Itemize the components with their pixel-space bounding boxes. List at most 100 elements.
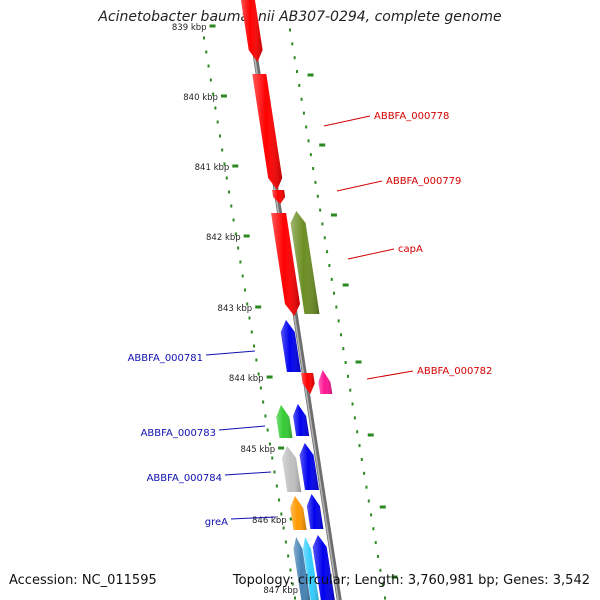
scale-dot — [271, 456, 274, 460]
scale-dot — [248, 316, 251, 320]
leader-line-abbfa-000778 — [323, 115, 371, 127]
scale-dot — [218, 134, 221, 138]
gene-arrow-abbfa-000779[interactable] — [272, 190, 286, 204]
scale-dot — [367, 499, 370, 503]
map-title: Acinetobacter baumannii AB307-0294, comp… — [98, 9, 502, 25]
scale-dot — [316, 194, 319, 198]
scale-dot — [337, 319, 340, 323]
scale-dot — [284, 540, 287, 544]
scale-dot — [237, 246, 240, 250]
scale-dot — [232, 218, 235, 222]
scale-dot — [360, 457, 363, 461]
gene-arrow-abbfa-000778[interactable] — [252, 74, 283, 190]
gene-arrow-abbfa-000782[interactable] — [318, 370, 333, 394]
leader-line-abbfa-000779 — [336, 180, 383, 192]
scale-dot — [216, 120, 219, 124]
scale-dot — [255, 358, 258, 362]
scale-dot — [293, 56, 296, 60]
scale-dot — [365, 485, 368, 489]
gene-arrow-forward[interactable] — [301, 373, 315, 394]
gene-arrow-abbfa-000783[interactable] — [276, 405, 293, 438]
scale-dot — [356, 430, 359, 434]
scale-dot — [379, 568, 382, 572]
gene-arrow-reverse[interactable] — [306, 494, 324, 529]
scale-dot — [280, 512, 283, 516]
scale-dot — [243, 288, 246, 292]
scale-dot — [228, 190, 231, 194]
scale-dot — [330, 277, 333, 281]
scale-dot — [278, 498, 281, 502]
scale-dot — [205, 50, 208, 54]
gene-label-capa[interactable]: capA — [398, 244, 423, 255]
scale-labels: 839 kbp 840 kbp 841 kbp 842 kbp 843 kbp 844 k… — [172, 23, 298, 596]
scale-dot — [203, 36, 205, 40]
scale-dot — [291, 42, 294, 46]
scale-dot — [344, 360, 347, 364]
scale-dot — [326, 250, 329, 254]
scale-dot — [323, 236, 326, 240]
scale-dot — [321, 222, 324, 226]
gene-label-abbfa-000781[interactable]: ABBFA_000781 — [128, 353, 203, 364]
scale-dot — [241, 274, 244, 278]
gene-arrow-abbfa-000781[interactable] — [280, 320, 301, 372]
gene-label-abbfa-000784[interactable]: ABBFA_000784 — [147, 473, 222, 484]
leader-line-abbfa-000781 — [205, 350, 256, 356]
gene-arrow-reverse[interactable] — [293, 537, 312, 600]
gene-label-abbfa-000782[interactable]: ABBFA_000782 — [417, 366, 492, 377]
gene-arrow-capa[interactable] — [290, 211, 320, 314]
gene-label-abbfa-000778[interactable]: ABBFA_000778 — [374, 111, 449, 122]
scale-dot — [307, 139, 310, 143]
scale-dot — [294, 596, 296, 600]
scale-tick-label: 840 kbp — [183, 93, 218, 103]
leader-line-abbfa-000782 — [366, 370, 414, 380]
scale-dot — [328, 264, 331, 268]
scale-dot — [246, 302, 249, 306]
leader-line-abbfa-000783 — [218, 425, 266, 431]
scale-dot — [370, 513, 373, 517]
gene-label-abbfa-000779[interactable]: ABBFA_000779 — [386, 176, 461, 187]
gene-arrow-reverse[interactable] — [303, 537, 320, 600]
scale-dot — [374, 541, 377, 545]
scale-dot — [314, 180, 317, 184]
gene-arrow-reverse[interactable] — [312, 535, 336, 600]
scale-dot — [381, 582, 384, 586]
scale-dot — [377, 554, 380, 558]
scale-tick-label: 842 kbp — [206, 233, 241, 243]
scale-tick-label: 846 kbp — [252, 516, 287, 526]
gene-arrow-abbfa-000784[interactable] — [282, 446, 302, 492]
gene-label-abbfa-000783[interactable]: ABBFA_000783 — [141, 428, 216, 439]
scale-dot — [282, 526, 285, 530]
scale-dot — [346, 374, 349, 378]
gene-arrow-reverse[interactable] — [299, 443, 319, 490]
scale-dot — [275, 484, 278, 488]
scale-dot — [207, 64, 210, 68]
scale-tick-label: 843 kbp — [218, 304, 253, 314]
scale-dot — [266, 428, 269, 432]
scale-dot — [291, 582, 294, 586]
scale-dot — [351, 402, 354, 406]
scale-dot — [287, 554, 290, 558]
gene-arrows — [240, 0, 335, 600]
scale-tick-label: 841 kbp — [195, 163, 230, 173]
gene-arrow-reverse[interactable] — [293, 404, 310, 436]
scale-dot — [268, 442, 271, 446]
scale-dot — [335, 305, 338, 309]
scale-dot — [262, 400, 265, 404]
scale-dot — [221, 148, 224, 152]
gene-label-grea[interactable]: greA — [205, 517, 228, 528]
scale-dot — [372, 527, 375, 531]
gene-arrow-grea[interactable] — [290, 496, 307, 530]
scale-dots — [203, 28, 386, 600]
scale-tick-label: 847 kbp — [263, 586, 298, 596]
gene-labels: ABBFA_000778 ABBFA_000779 capA ABBFA_000782… — [128, 111, 493, 528]
scale-dot — [239, 260, 242, 264]
leader-line-capa — [347, 248, 395, 260]
scale-dot — [319, 208, 322, 212]
scale-dot — [259, 386, 262, 390]
gene-arrow-forward[interactable] — [240, 0, 263, 62]
scale-tick-label: 844 kbp — [229, 374, 264, 384]
scale-dot — [333, 291, 336, 295]
gene-arrow-forward[interactable] — [271, 213, 300, 316]
scale-tick-label: 845 kbp — [240, 445, 275, 455]
